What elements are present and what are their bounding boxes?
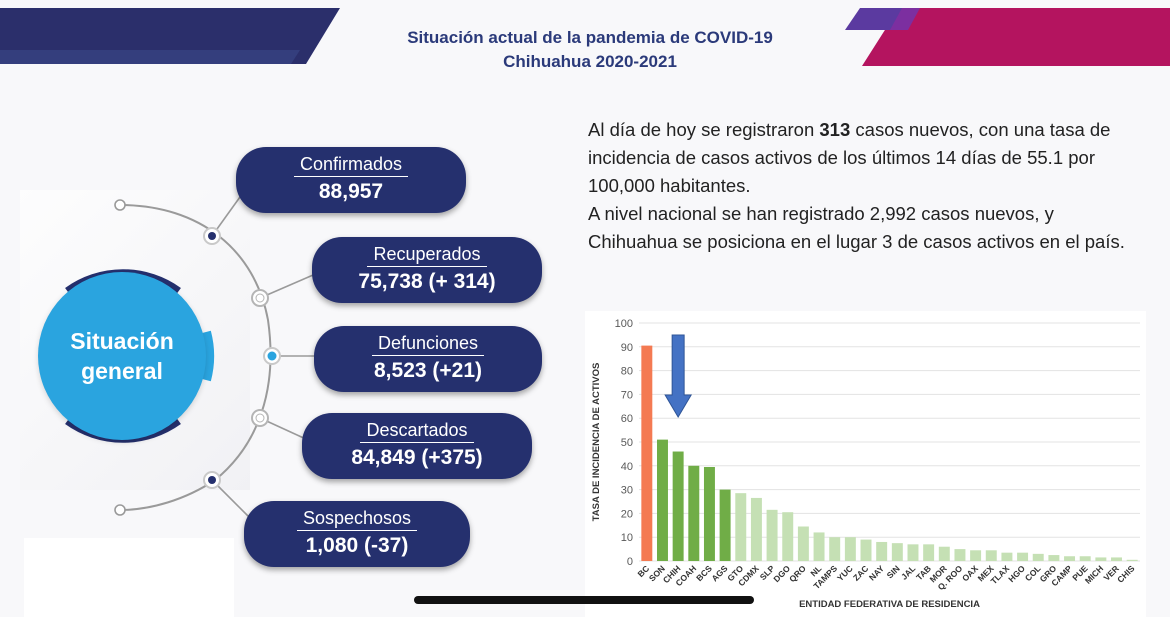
bar-tlax <box>1001 552 1013 561</box>
situacion-general-circle: Situación general <box>38 272 206 440</box>
bar-mich <box>1095 557 1107 561</box>
bar-gto <box>735 493 747 561</box>
connector-end-dot <box>114 199 126 211</box>
y-tick-label: 10 <box>621 532 633 544</box>
bar-pue <box>1079 556 1091 561</box>
chart-svg: 0102030405060708090100BCSONCHIHCOAHBCSAG… <box>591 318 1140 610</box>
bar-tab <box>923 544 935 561</box>
y-tick-label: 80 <box>621 366 633 378</box>
horizontal-scrollbar[interactable] <box>414 596 754 604</box>
x-tick-label: AGS <box>709 563 729 583</box>
stat-value: 1,080 (-37) <box>305 534 409 557</box>
stat-pill-sospechosos: Sospechosos 1,080 (-37) <box>244 501 470 567</box>
bar-slp <box>766 509 778 561</box>
incidence-bar-chart: 0 10 20 30 40 50 60 70 80 90 100 BC SON CHIH COAH BCS AG… <box>585 311 1146 617</box>
blank-panel <box>24 538 234 617</box>
bar-hgo <box>1017 552 1029 561</box>
stat-label: Sospechosos <box>296 507 418 531</box>
connector-node-core <box>208 476 216 484</box>
stat-label: Confirmados <box>293 153 409 177</box>
stat-value: 8,523 (+21) <box>374 359 482 382</box>
title-line-2: Chihuahua 2020-2021 <box>503 52 677 71</box>
stat-value: 75,738 (+ 314) <box>358 270 496 293</box>
bar-sin <box>891 543 903 561</box>
x-tick-label: JAL <box>899 563 917 581</box>
stat-value: 88,957 <box>318 180 384 203</box>
y-tick-label: 0 <box>627 556 633 568</box>
bar-dgo <box>782 512 794 561</box>
bar-qroo <box>954 549 966 561</box>
summary-paragraph-2: A nivel nacional se han registrado 2,992… <box>588 203 1125 252</box>
bar-tamps <box>829 537 841 561</box>
x-tick-label: OAX <box>960 563 980 583</box>
bar-col <box>1032 553 1044 561</box>
connector-node-core <box>255 413 265 423</box>
stat-pill-defunciones: Defunciones 8,523 (+21) <box>314 326 542 392</box>
bar-zac <box>860 539 872 561</box>
stat-pill-confirmados: Confirmados 88,957 <box>236 147 466 213</box>
bar-qro <box>797 526 809 561</box>
y-tick-label: 30 <box>621 485 633 497</box>
bar-mex <box>985 550 997 561</box>
x-tick-label: CHIS <box>1115 563 1137 585</box>
bar-nl <box>813 532 825 561</box>
bar-bcs <box>703 466 715 561</box>
y-tick-label: 40 <box>621 461 633 473</box>
stat-label: Defunciones <box>371 332 485 356</box>
bar-cdmx <box>750 497 762 561</box>
header-decor-right-purple <box>845 8 905 30</box>
title-line-1: Situación actual de la pandemia de COVID… <box>407 28 773 47</box>
y-tick-label: 90 <box>621 342 633 354</box>
y-axis-label: TASA DE INCIDENCIA DE ACTIVOS <box>591 363 602 522</box>
bar-bc <box>641 345 653 561</box>
x-tick-label: SIN <box>885 563 902 580</box>
situacion-general-badge: Situación general <box>28 262 216 450</box>
connector-node-core <box>208 232 216 240</box>
summary-p1-before: Al día de hoy se registraron <box>588 119 820 140</box>
stat-pill-descartados: Descartados 84,849 (+375) <box>302 413 532 479</box>
x-tick-label: NAY <box>867 563 886 582</box>
stat-pill-recuperados: Recuperados 75,738 (+ 314) <box>312 237 542 303</box>
bar-yuc <box>844 537 856 561</box>
summary-p1-after: casos nuevos, con una tasa de incidencia… <box>588 119 1111 196</box>
bar-nay <box>876 541 888 561</box>
bar-mor <box>938 546 950 561</box>
y-tick-label: 20 <box>621 508 633 520</box>
x-tick-label: ZAC <box>851 563 870 582</box>
bar-gro <box>1048 555 1060 561</box>
stat-value: 84,849 (+375) <box>351 446 483 469</box>
connector-node-core <box>255 293 265 303</box>
y-tick-label: 70 <box>621 389 633 401</box>
x-tick-label: BCS <box>694 563 714 583</box>
bar-coah <box>688 465 700 561</box>
x-tick-label: QRO <box>787 563 808 584</box>
page-title: Situación actual de la pandemia de COVID… <box>320 26 860 74</box>
x-axis-label: ENTIDAD FEDERATIVA DE RESIDENCIA <box>799 599 980 610</box>
header-decor-left-accent <box>0 50 300 64</box>
y-tick-label: 50 <box>621 437 633 449</box>
bar-chis <box>1126 559 1138 561</box>
summary-text: Al día de hoy se registraron 313 casos n… <box>588 116 1148 256</box>
bar-jal <box>907 544 919 561</box>
bar-camp <box>1064 556 1076 561</box>
summary-new-cases: 313 <box>819 119 851 140</box>
stat-label: Descartados <box>360 419 474 443</box>
summary-paragraph-1: Al día de hoy se registraron 313 casos n… <box>588 116 1148 200</box>
situacion-general-label: Situación general <box>70 328 174 384</box>
bar-ver <box>1111 557 1122 561</box>
stat-label: Recuperados <box>367 243 487 267</box>
bar-chih <box>672 451 684 561</box>
connector-node-core <box>267 351 277 361</box>
x-tick-label: YUC <box>835 563 855 583</box>
bar-oax <box>970 550 982 561</box>
connector-end-dot <box>114 504 126 516</box>
y-tick-label: 100 <box>615 318 633 330</box>
highlight-arrow <box>664 334 693 418</box>
bar-ags <box>719 489 731 561</box>
y-tick-label: 60 <box>621 413 633 425</box>
bar-son <box>657 439 668 561</box>
